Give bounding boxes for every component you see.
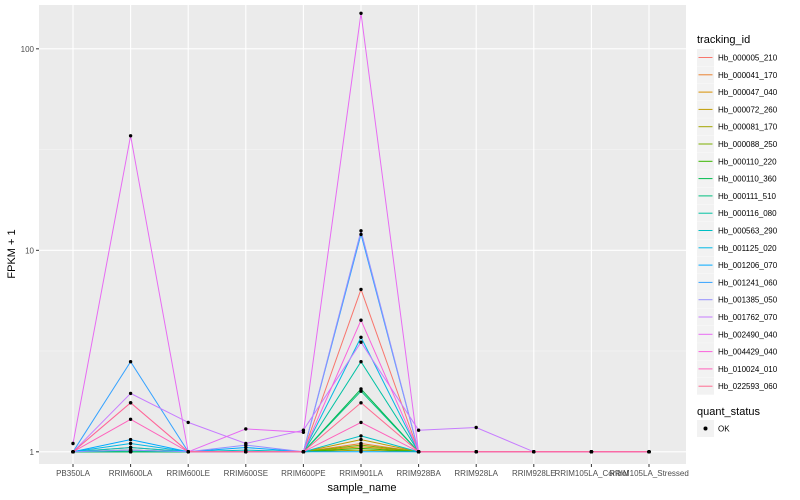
point-Hb_022593_060-4 [301, 450, 306, 454]
point-Hb_000116_080-5 [359, 360, 363, 364]
legend-label-Hb_000081_170: Hb_000081_170 [718, 123, 778, 132]
legend-label-ok: OK [718, 425, 730, 434]
legend-items: Hb_000005_210 Hb_000041_170 Hb_000047_040 H… [697, 49, 778, 395]
legend-title-tracking-id: tracking_id [697, 34, 750, 46]
x-tick-label: RRIM105LA_Stressed [609, 469, 689, 478]
point-Hb_002490_040-4 [301, 430, 306, 434]
legend-label-Hb_001762_070: Hb_001762_070 [718, 313, 778, 322]
point-Hb_022593_060-1 [128, 401, 133, 405]
x-tick-label: RRIM600PE [281, 469, 325, 478]
x-axis-title: sample_name [327, 482, 396, 494]
y-axis-ticks: 1 10 100 [21, 45, 39, 457]
point-Hb_001206_070-3 [244, 445, 248, 450]
x-tick-label: RRIM600LA [109, 469, 153, 478]
point-Hb_010024_010-5 [359, 420, 363, 425]
legend: tracking_id Hb_000005_210Hb_000041_170Hb… [697, 34, 778, 437]
point-Hb_001762_070-6 [416, 428, 421, 432]
legend-label-Hb_000041_170: Hb_000041_170 [718, 71, 778, 80]
point-Hb_004429_040-5 [359, 318, 363, 322]
point-Hb_002490_040-3 [244, 427, 248, 431]
point-Hb_010024_010-1 [128, 417, 133, 421]
point-Hb_000563_290-1 [128, 445, 133, 450]
x-tick-label: RRIM600LE [166, 469, 210, 478]
point-Hb_022593_060-2 [186, 450, 190, 454]
point-Hb_000111_510-5 [359, 389, 363, 393]
legend-label-Hb_000116_080: Hb_000116_080 [718, 209, 777, 218]
legend-label-Hb_000005_210: Hb_000005_210 [718, 54, 778, 63]
x-tick-label: PB350LA [56, 469, 90, 478]
point-Hb_022593_060-0 [71, 450, 75, 454]
legend-label-Hb_000088_250: Hb_000088_250 [718, 140, 778, 149]
points [71, 11, 651, 454]
y-tick-label: 1 [30, 448, 35, 457]
x-tick-label: RRIM928LA [454, 469, 498, 478]
legend-label-Hb_000072_260: Hb_000072_260 [718, 105, 778, 114]
point-Hb_022593_060-7 [474, 450, 478, 454]
point-Hb_002490_040-1 [128, 134, 133, 138]
legend-label-Hb_001241_060: Hb_001241_060 [718, 278, 778, 287]
y-axis-title: FPKM + 1 [6, 229, 18, 278]
point-Hb_001762_070-5 [359, 340, 363, 344]
point-Hb_001762_070-7 [474, 425, 478, 430]
legend-label-Hb_000563_290: Hb_000563_290 [718, 227, 778, 236]
point-Hb_001762_070-3 [244, 441, 248, 446]
point-Hb_001762_070-2 [186, 420, 190, 425]
legend-label-Hb_000110_220: Hb_000110_220 [718, 157, 777, 166]
point-Hb_001125_020-1 [128, 441, 133, 446]
point-Hb_001206_070-5 [359, 450, 363, 454]
legend-label-Hb_001385_050: Hb_001385_050 [718, 296, 778, 305]
point-Hb_001241_060-1 [128, 360, 133, 364]
point-Hb_001241_060-5 [359, 232, 363, 237]
point-Hb_022593_060-6 [416, 450, 421, 454]
point-Hb_000005_210-5 [359, 287, 363, 292]
legend-label-Hb_001125_020: Hb_001125_020 [718, 244, 777, 253]
x-tick-label: RRIM600SE [224, 469, 268, 478]
point-Hb_022593_060-8 [532, 450, 536, 454]
grid-minor [39, 149, 686, 352]
point-Hb_001206_070-1 [128, 437, 133, 442]
y-tick-label: 10 [25, 246, 34, 255]
legend-label-Hb_010024_010: Hb_010024_010 [718, 365, 778, 374]
point-Hb_002490_040-0 [71, 441, 75, 446]
legend-label-Hb_000047_040: Hb_000047_040 [718, 88, 778, 97]
legend-label-Hb_002490_040: Hb_002490_040 [718, 330, 778, 339]
legend-label-Hb_000111_510: Hb_000111_510 [718, 192, 777, 201]
x-tick-label: RRIM928BA [396, 469, 441, 478]
x-tick-label: RRIM105LA_Control [554, 469, 628, 478]
legend-label-Hb_004429_040: Hb_004429_040 [718, 348, 778, 357]
point-Hb_000563_290-5 [359, 434, 363, 438]
point-Hb_001125_020-5 [359, 335, 363, 339]
y-tick-label: 100 [21, 45, 35, 54]
legend-title-quant-status: quant_status [697, 406, 760, 418]
point-Hb_022593_060-10 [647, 450, 651, 454]
point-Hb_002490_040-5 [359, 11, 363, 15]
point-Hb_022593_060-3 [244, 450, 248, 454]
legend-label-Hb_001206_070: Hb_001206_070 [718, 261, 778, 270]
point-Hb_022593_060-5 [359, 401, 363, 405]
x-tick-label: RRIM901LA [339, 469, 383, 478]
point-Hb_001385_050-1 [128, 448, 133, 452]
legend-label-Hb_000110_360: Hb_000110_360 [718, 175, 777, 184]
point-Hb_022593_060-9 [589, 450, 594, 454]
point-Hb_000110_220-5 [359, 446, 363, 451]
x-tick-label: RRIM928LE [512, 469, 556, 478]
point-Hb_000088_250-5 [359, 443, 363, 447]
point-Hb_000072_260-5 [359, 437, 363, 442]
x-axis-ticks: PB350LA RRIM600LA RRIM600LE RRIM600SE RRIM60… [56, 464, 689, 478]
point-Hb_001385_050-5 [359, 229, 363, 233]
legend-point-ok [703, 426, 708, 431]
point-Hb_001762_070-1 [128, 391, 133, 396]
legend-label-Hb_022593_060: Hb_022593_060 [718, 382, 778, 391]
